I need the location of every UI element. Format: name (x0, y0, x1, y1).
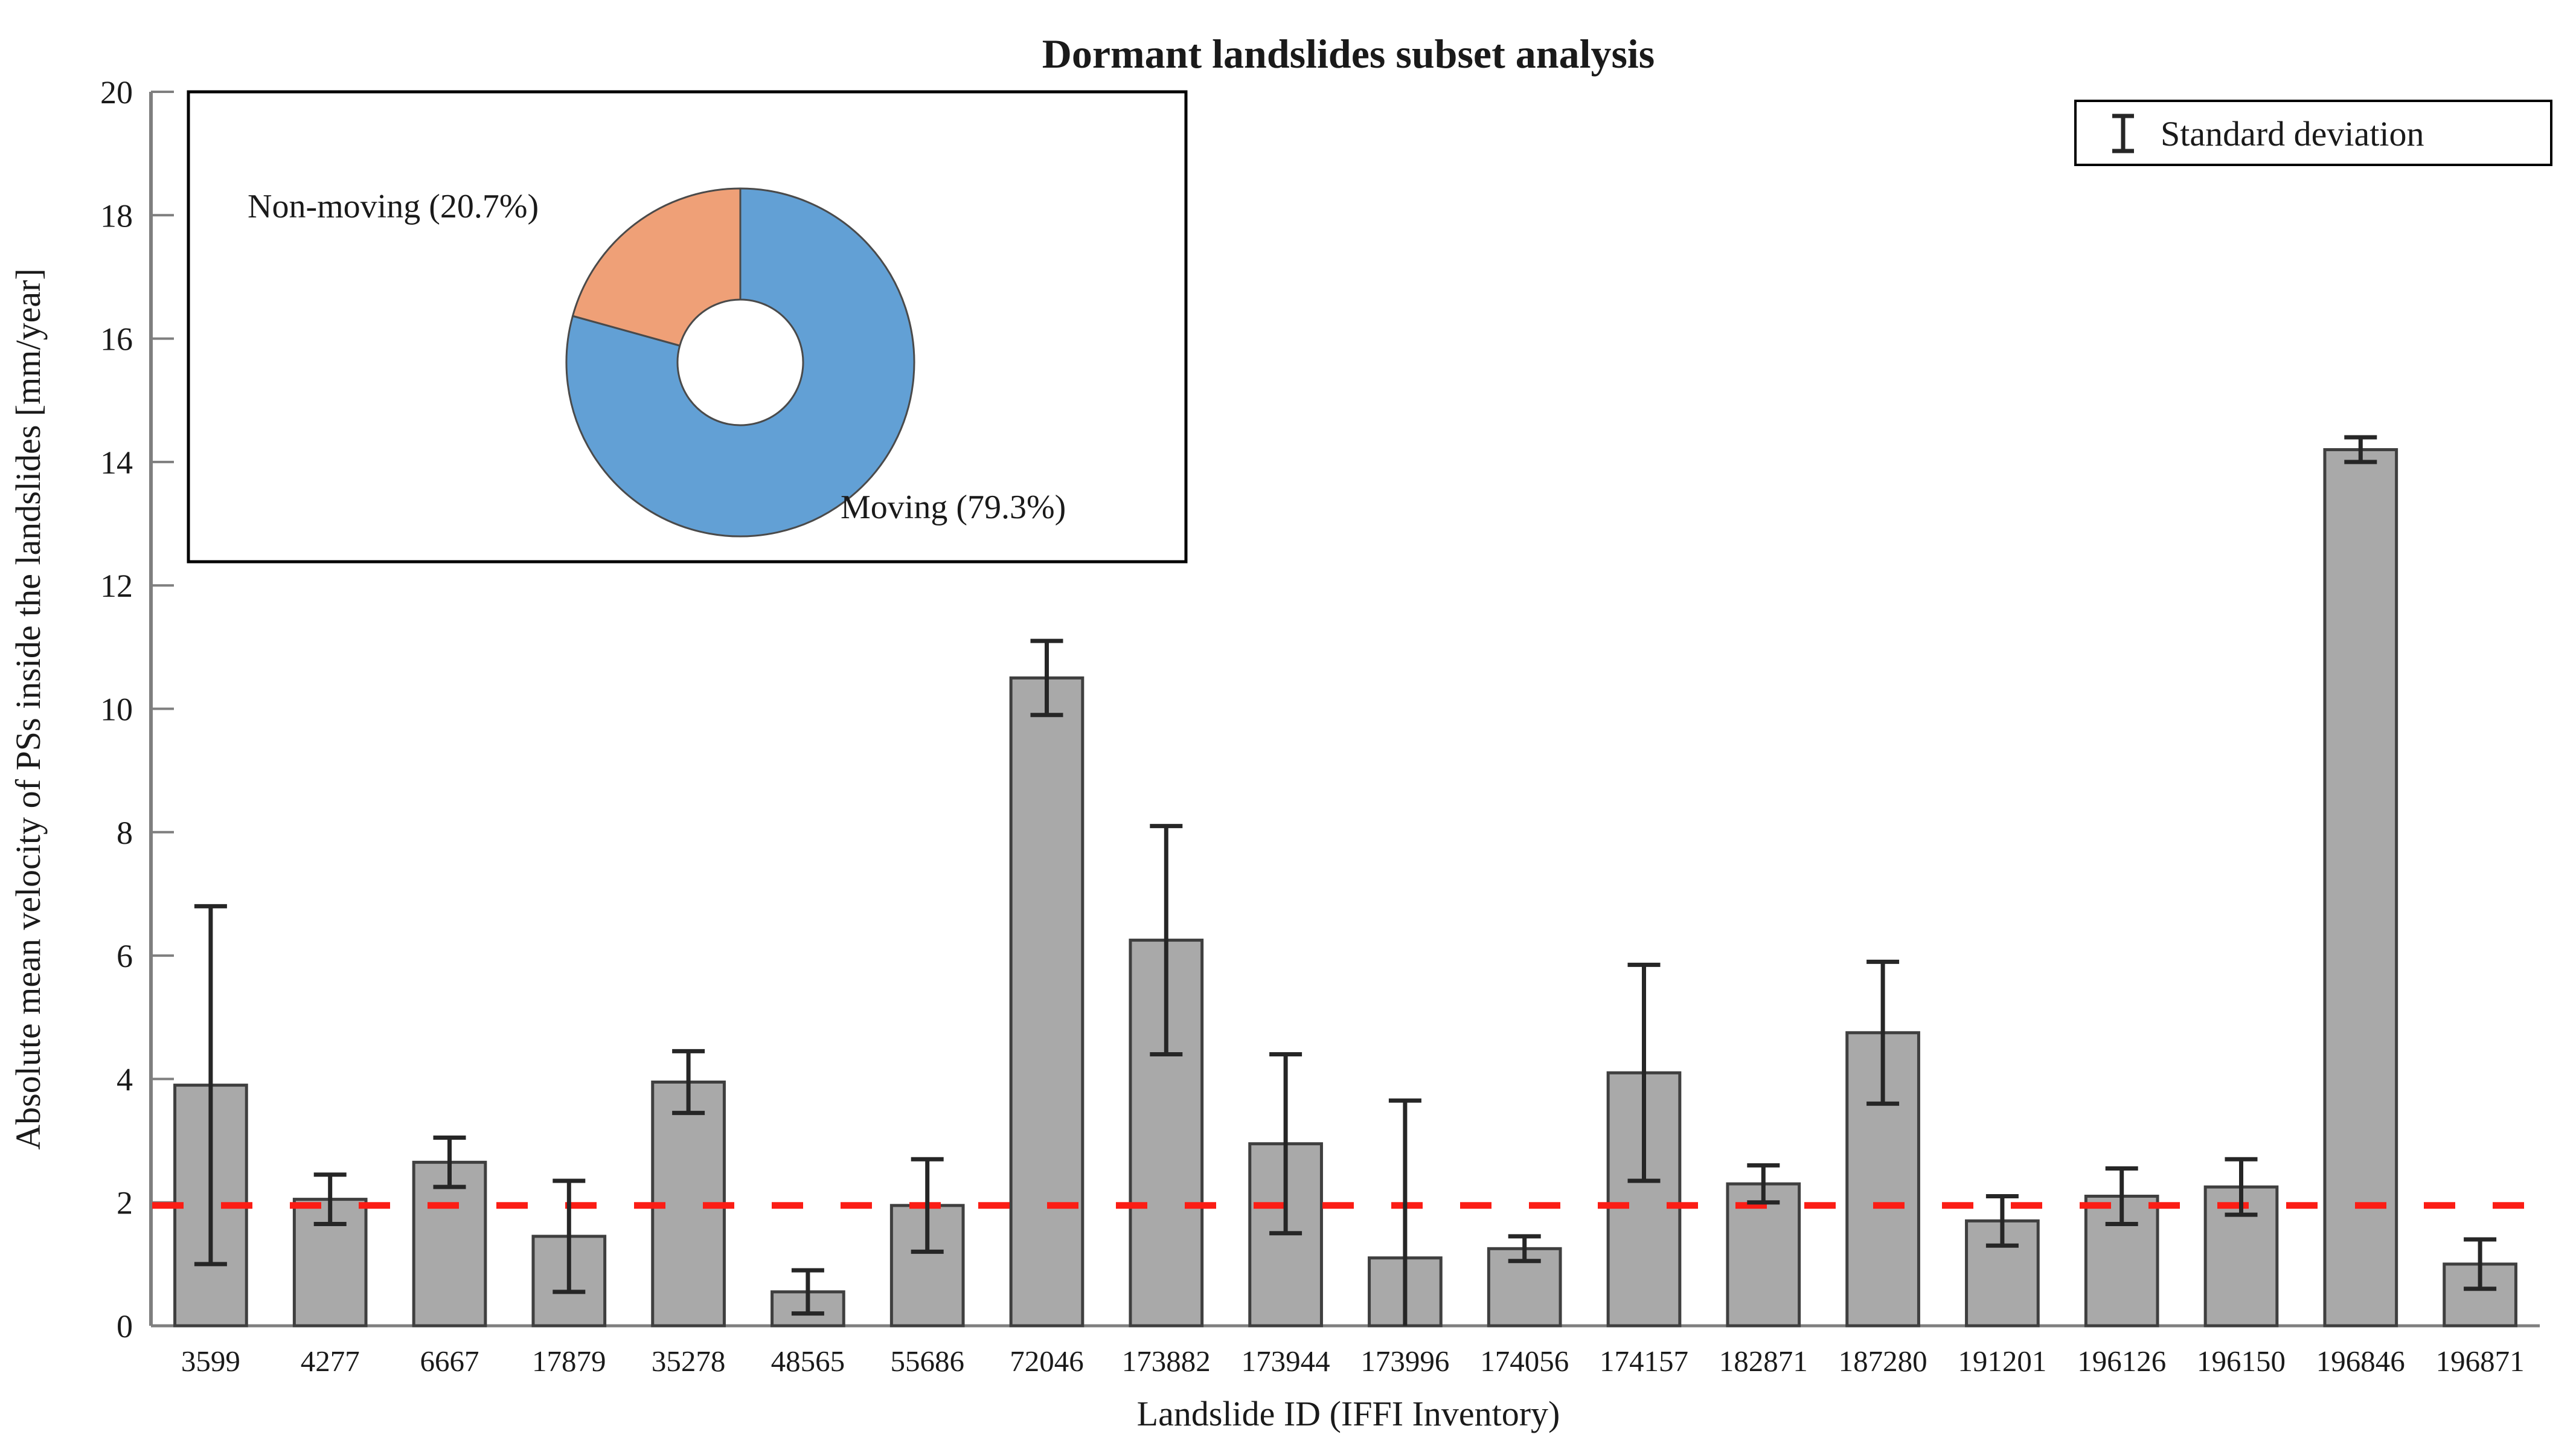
x-tick-label: 35278 (652, 1345, 726, 1378)
x-tick-label: 55686 (890, 1345, 964, 1378)
errorbar-173944 (1269, 1052, 1302, 1236)
y-tick-label: 8 (117, 815, 133, 851)
y-axis: 0 2 4 6 8 10 12 14 16 18 20 (100, 74, 174, 1345)
y-tick-label: 18 (100, 198, 133, 234)
errorbar-55686 (911, 1157, 944, 1254)
x-tick-label: 174157 (1600, 1345, 1688, 1378)
pie-inset: Non-moving (20.7%) Moving (79.3%) (187, 90, 1188, 564)
errorbar-48565 (791, 1268, 824, 1316)
x-tick-label: 182871 (1719, 1345, 1808, 1378)
x-tick-label: 4277 (301, 1345, 360, 1378)
pie-label-non-moving: Non-moving (20.7%) (248, 188, 539, 225)
legend-label: Standard deviation (2161, 114, 2424, 153)
x-tick-label: 3599 (181, 1345, 240, 1378)
x-tick-label: 6667 (420, 1345, 479, 1378)
x-tick-label: 191201 (1958, 1345, 2046, 1378)
errorbar-3599 (194, 904, 227, 1267)
errorbar-72046 (1030, 638, 1063, 718)
x-tick-label: 173944 (1242, 1345, 1330, 1378)
errorbar-191201 (1985, 1194, 2019, 1248)
errorbar-35278 (672, 1049, 705, 1116)
y-tick-label: 4 (117, 1061, 133, 1097)
donut-chart (565, 187, 915, 538)
y-tick-label: 12 (100, 568, 133, 604)
error-bars-group (194, 435, 2497, 1326)
errorbar-4277 (313, 1172, 347, 1226)
errorbar-17879 (553, 1178, 586, 1294)
errorbar-173882 (1150, 824, 1183, 1057)
bar-6667 (412, 1160, 487, 1328)
y-tick-label: 6 (117, 938, 133, 974)
x-axis-label: Landslide ID (IFFI Inventory) (1137, 1394, 1560, 1433)
bar-72046 (1009, 676, 1085, 1328)
x-tick-label: 173996 (1360, 1345, 1449, 1378)
y-tick-label: 10 (100, 692, 133, 728)
x-tick-label: 196150 (2197, 1345, 2286, 1378)
errorbar-196846 (2344, 435, 2377, 464)
x-tick-label: 173882 (1122, 1345, 1211, 1378)
donut-slice-moving (565, 187, 915, 538)
errorbar-173996 (1388, 1098, 1421, 1326)
x-tick-label: 48565 (771, 1345, 845, 1378)
errorbar-182871 (1747, 1163, 1780, 1205)
legend: Standard deviation (2074, 100, 2552, 166)
y-tick-label: 2 (117, 1185, 133, 1221)
errorbar-legend-icon (2112, 114, 2134, 153)
bar-187280 (1845, 1031, 1920, 1328)
y-tick-label: 14 (100, 445, 133, 481)
errorbar-187280 (1866, 959, 1900, 1106)
errorbar-174056 (1508, 1234, 1541, 1264)
x-axis: 3599 4277 6667 17879 35278 48565 55686 72046 173… (151, 1324, 2540, 1378)
x-tick-label: 196871 (2436, 1345, 2525, 1378)
x-tick-label: 196126 (2077, 1345, 2166, 1378)
y-tick-label: 16 (100, 321, 133, 358)
donut-slice-non-moving (571, 187, 742, 347)
y-axis-label: Absolute mean velocity of PSs inside the… (8, 268, 48, 1149)
bars-group (173, 448, 2517, 1328)
errorbar-196150 (2225, 1157, 2258, 1217)
legend-box (2074, 100, 2552, 166)
y-tick-label: 0 (117, 1308, 133, 1345)
errorbar-196126 (2105, 1166, 2138, 1226)
bar-4277 (292, 1198, 368, 1328)
bar-196846 (2323, 448, 2398, 1328)
y-tick-label: 20 (100, 74, 133, 111)
x-tick-label: 174056 (1480, 1345, 1569, 1378)
errorbar-174157 (1627, 962, 1661, 1183)
errorbar-196871 (2464, 1237, 2497, 1291)
x-tick-label: 187280 (1839, 1345, 1927, 1378)
x-tick-label: 72046 (1010, 1345, 1084, 1378)
chart-title: Dormant landslides subset analysis (1042, 31, 1655, 77)
pie-label-moving: Moving (79.3%) (841, 489, 1066, 526)
errorbar-6667 (433, 1135, 466, 1189)
x-tick-label: 196846 (2316, 1345, 2405, 1378)
x-tick-label: 17879 (532, 1345, 606, 1378)
